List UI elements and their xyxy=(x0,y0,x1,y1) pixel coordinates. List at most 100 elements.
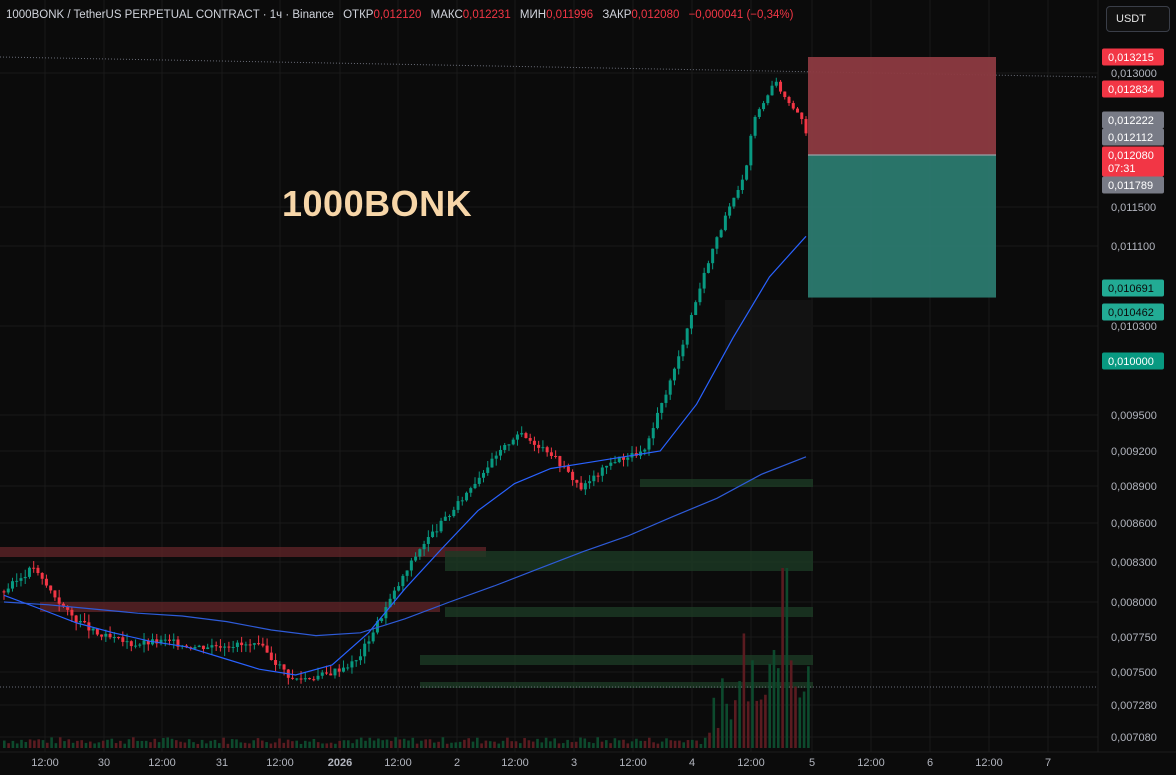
volume-bar xyxy=(501,740,505,748)
x-tick-label: 2026 xyxy=(328,757,352,769)
volume-bar xyxy=(544,737,548,748)
volume-bar xyxy=(721,678,724,748)
candle-body xyxy=(528,438,532,441)
candle-body xyxy=(316,675,320,680)
candle-body xyxy=(70,609,74,616)
volume-bar xyxy=(123,743,126,748)
volume-bar xyxy=(175,740,178,748)
open-value: 0,012120 xyxy=(373,9,422,21)
volume-bar xyxy=(11,740,15,748)
volume-bar xyxy=(28,739,32,748)
candle-body xyxy=(426,537,430,544)
volume-bar xyxy=(256,738,260,748)
volume-bar xyxy=(106,739,109,748)
volume-bar xyxy=(751,660,754,748)
candle-body xyxy=(609,462,613,466)
candle-body xyxy=(689,315,693,329)
candle-body xyxy=(791,103,795,109)
volume-bar xyxy=(437,741,440,748)
price-axis: 0,013000 0,011500 0,011100 0,010300 0,009500… xyxy=(1097,0,1164,752)
candle-body xyxy=(23,576,27,579)
volume-bar xyxy=(708,732,711,748)
volume-bar xyxy=(359,737,363,748)
candle-body xyxy=(172,639,176,641)
volume-bar xyxy=(759,699,763,748)
candle-body xyxy=(257,643,261,645)
candle-body xyxy=(643,449,647,452)
volume-bar xyxy=(286,739,290,748)
volume-bar xyxy=(41,740,45,748)
candle-body xyxy=(371,632,375,642)
candle-body xyxy=(214,645,218,647)
volume-bar xyxy=(445,743,449,748)
volume-bar xyxy=(226,743,230,748)
candle-body xyxy=(125,641,129,643)
volume-bar xyxy=(592,743,595,748)
x-tick-label: 12:00 xyxy=(31,757,59,769)
currency-button[interactable]: USDT xyxy=(1106,6,1170,32)
volume-bar xyxy=(433,742,436,748)
volume-bar xyxy=(463,739,466,748)
volume-bar xyxy=(660,741,664,748)
x-tick-label: 12:00 xyxy=(266,757,294,769)
candle-body xyxy=(583,483,587,490)
volume-bar xyxy=(187,739,191,748)
candle-body xyxy=(685,328,689,345)
volume-bar xyxy=(218,743,221,748)
candle-body xyxy=(36,567,40,573)
volume-bar xyxy=(682,742,685,748)
price-badge xyxy=(1102,128,1164,146)
volume-bar xyxy=(789,660,793,748)
candle-body xyxy=(541,447,545,449)
volume-bar xyxy=(734,700,737,748)
candle-body xyxy=(261,643,265,646)
candle-body xyxy=(341,667,345,672)
candle-body xyxy=(537,444,541,448)
volume-bar xyxy=(729,719,733,748)
candle-body xyxy=(74,615,78,623)
candle-body xyxy=(745,165,749,180)
volume-bar xyxy=(308,741,311,748)
volume-bar xyxy=(101,740,105,748)
candle-body xyxy=(201,645,205,650)
y-tick-label: 0,013000 xyxy=(1111,68,1157,80)
volume-bar xyxy=(93,743,96,748)
volume-bar xyxy=(80,740,83,748)
x-tick-label: 4 xyxy=(689,757,695,769)
volume-bar xyxy=(84,742,88,748)
volume-bar xyxy=(699,743,703,748)
candle-body xyxy=(15,580,19,582)
open-label: ОТКР xyxy=(343,9,374,21)
candle-body xyxy=(796,108,800,113)
candle-body xyxy=(6,588,10,593)
candle-body xyxy=(66,606,70,610)
volume-bar xyxy=(402,738,406,748)
volume-bar xyxy=(605,740,608,748)
candle-body xyxy=(668,380,672,395)
sr-zone xyxy=(725,300,813,410)
volume-bar xyxy=(351,743,354,748)
volume-bar xyxy=(394,737,397,748)
candle-body xyxy=(647,438,651,450)
candle-body xyxy=(800,112,804,120)
volume-bar xyxy=(162,737,165,748)
volume-bar xyxy=(316,742,320,748)
volume-bar xyxy=(200,739,204,748)
volume-bar xyxy=(807,666,810,748)
candle-body xyxy=(757,109,761,117)
volume-bar xyxy=(527,740,531,748)
x-tick-label: 31 xyxy=(216,757,228,769)
volume-bar xyxy=(454,742,458,748)
grid xyxy=(0,0,1098,752)
volume-bar xyxy=(519,743,522,748)
candle-body xyxy=(626,457,630,460)
candle-body xyxy=(231,647,235,649)
candle-body xyxy=(19,578,23,581)
volume-bar xyxy=(802,691,806,748)
volume-bar xyxy=(476,737,479,748)
volume-bar xyxy=(196,743,200,748)
candle-body xyxy=(766,95,770,104)
sr-zone xyxy=(640,479,813,487)
volume-bar xyxy=(304,740,307,748)
